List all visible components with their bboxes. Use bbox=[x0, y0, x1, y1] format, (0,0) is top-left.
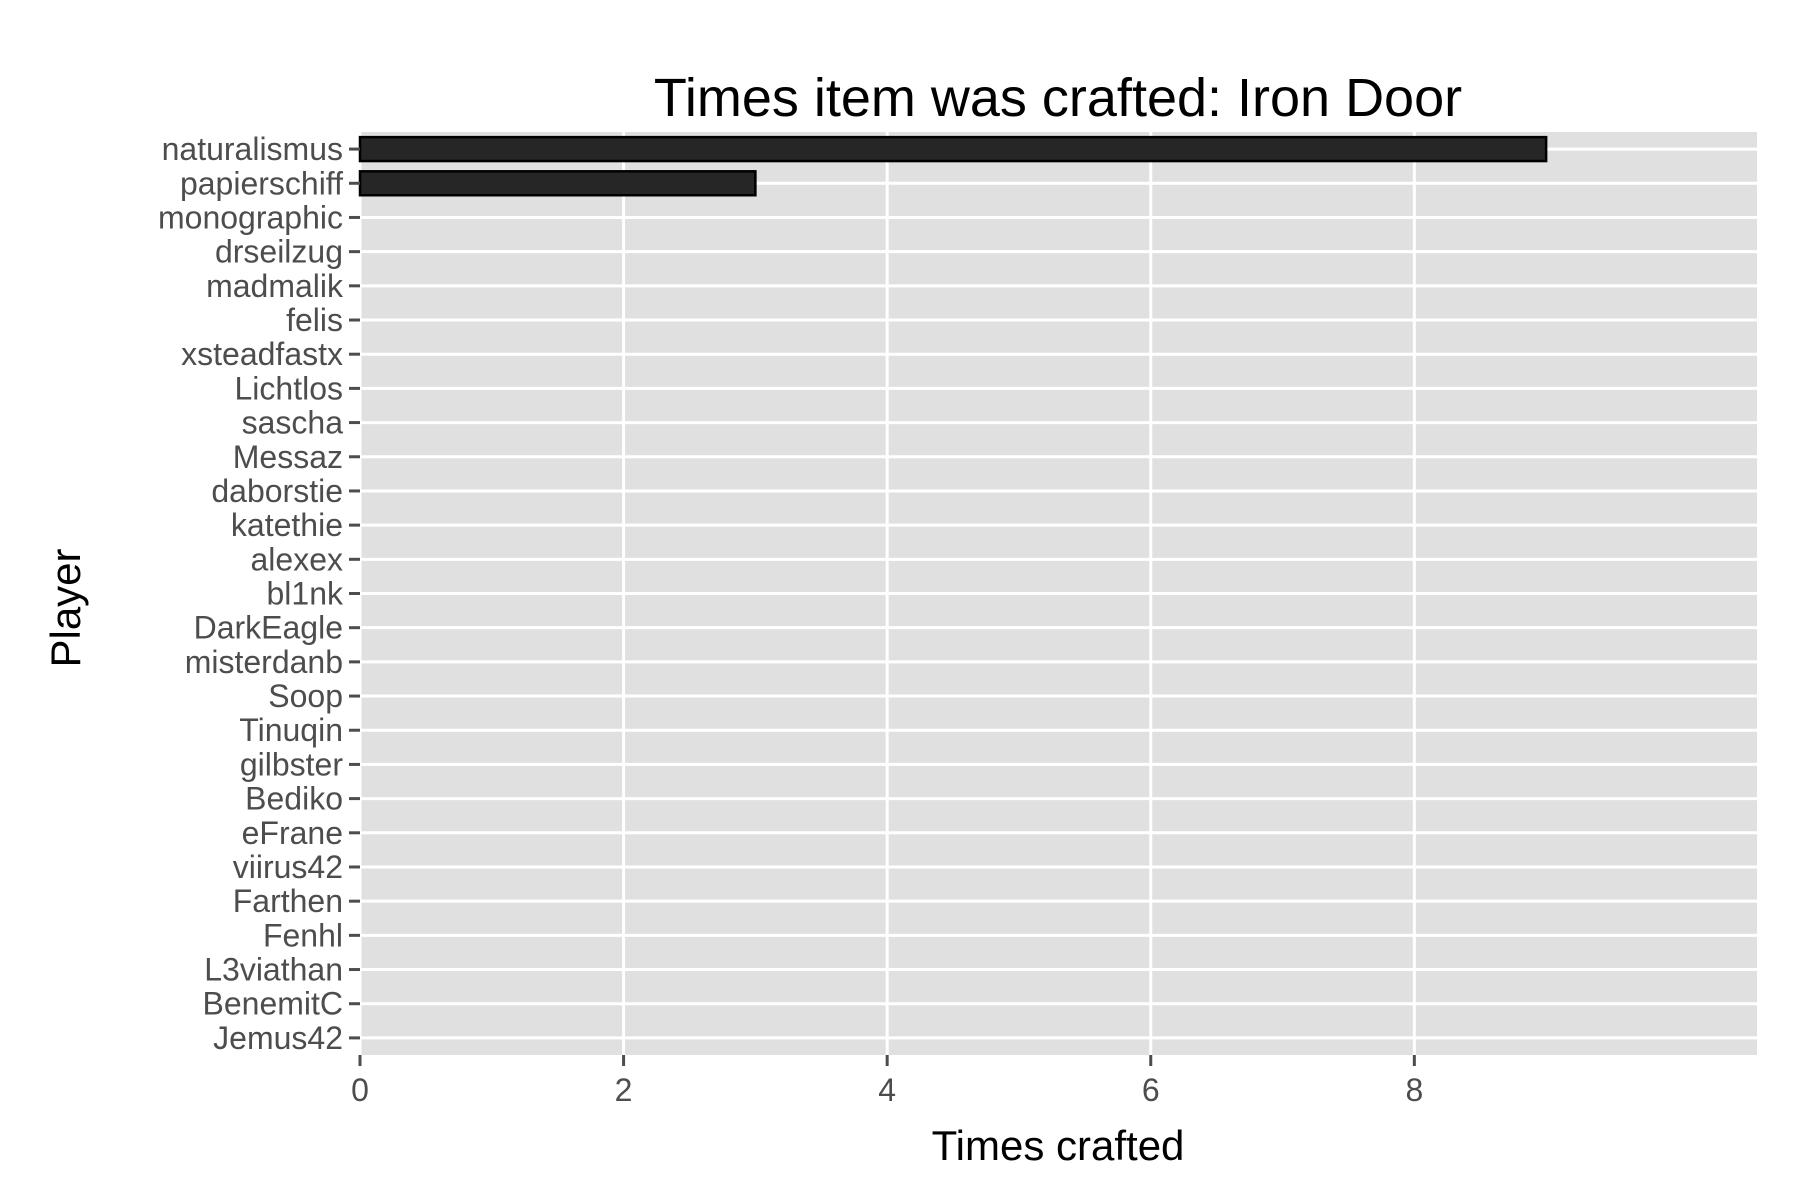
y-tick-label-11: katethie bbox=[231, 507, 343, 543]
x-axis-title: Times crafted bbox=[932, 1122, 1185, 1169]
y-tick-label-17: Tinuqin bbox=[239, 712, 343, 748]
grid-lines bbox=[358, 132, 1757, 1055]
y-tick-label-1: papierschiff bbox=[180, 165, 343, 201]
bar-papierschiff bbox=[358, 170, 757, 197]
y-tick-label-8: sascha bbox=[242, 405, 344, 441]
y-tick-label-2: monographic bbox=[158, 199, 343, 235]
x-tick-label-1: 2 bbox=[615, 1072, 633, 1108]
bar-naturalismus bbox=[358, 135, 1548, 163]
y-tick-label-0: naturalismus bbox=[162, 131, 343, 167]
x-tick-label-4: 8 bbox=[1405, 1072, 1423, 1108]
y-tick-label-23: Fenhl bbox=[263, 917, 343, 953]
x-tick-label-0: 0 bbox=[351, 1072, 369, 1108]
y-tick-label-18: gilbster bbox=[240, 746, 344, 782]
y-tick-label-6: xsteadfastx bbox=[181, 336, 343, 372]
x-tick-label-2: 4 bbox=[878, 1072, 896, 1108]
y-tick-label-20: eFrane bbox=[242, 815, 343, 851]
y-tick-label-9: Messaz bbox=[233, 439, 343, 475]
chart-title: Times item was crafted: Iron Door bbox=[654, 68, 1462, 128]
y-tick-label-10: daborstie bbox=[211, 473, 343, 509]
y-tick-label-7: Lichtlos bbox=[235, 370, 344, 406]
x-tick-label-3: 6 bbox=[1142, 1072, 1160, 1108]
y-tick-label-14: DarkEagle bbox=[194, 610, 343, 646]
y-axis: naturalismuspapierschiffmonographicdrsei… bbox=[158, 131, 360, 1056]
y-tick-label-22: Farthen bbox=[233, 883, 343, 919]
y-tick-label-21: viirus42 bbox=[233, 849, 343, 885]
y-tick-label-25: BenemitC bbox=[203, 986, 344, 1022]
y-tick-label-12: alexex bbox=[251, 541, 344, 577]
y-tick-label-16: Soop bbox=[268, 678, 343, 714]
y-tick-label-15: misterdanb bbox=[185, 644, 343, 680]
y-axis-title: Player bbox=[42, 548, 89, 667]
y-tick-label-19: Bediko bbox=[245, 781, 343, 817]
y-tick-label-24: L3viathan bbox=[204, 952, 343, 988]
bars bbox=[358, 135, 1548, 197]
y-tick-label-4: madmalik bbox=[206, 268, 344, 304]
y-tick-label-13: bl1nk bbox=[267, 576, 345, 612]
y-tick-label-26: Jemus42 bbox=[213, 1020, 343, 1056]
y-tick-label-5: felis bbox=[286, 302, 343, 338]
y-tick-label-3: drseilzug bbox=[215, 234, 343, 270]
x-axis: 0 2 4 6 8 bbox=[351, 1055, 1423, 1108]
